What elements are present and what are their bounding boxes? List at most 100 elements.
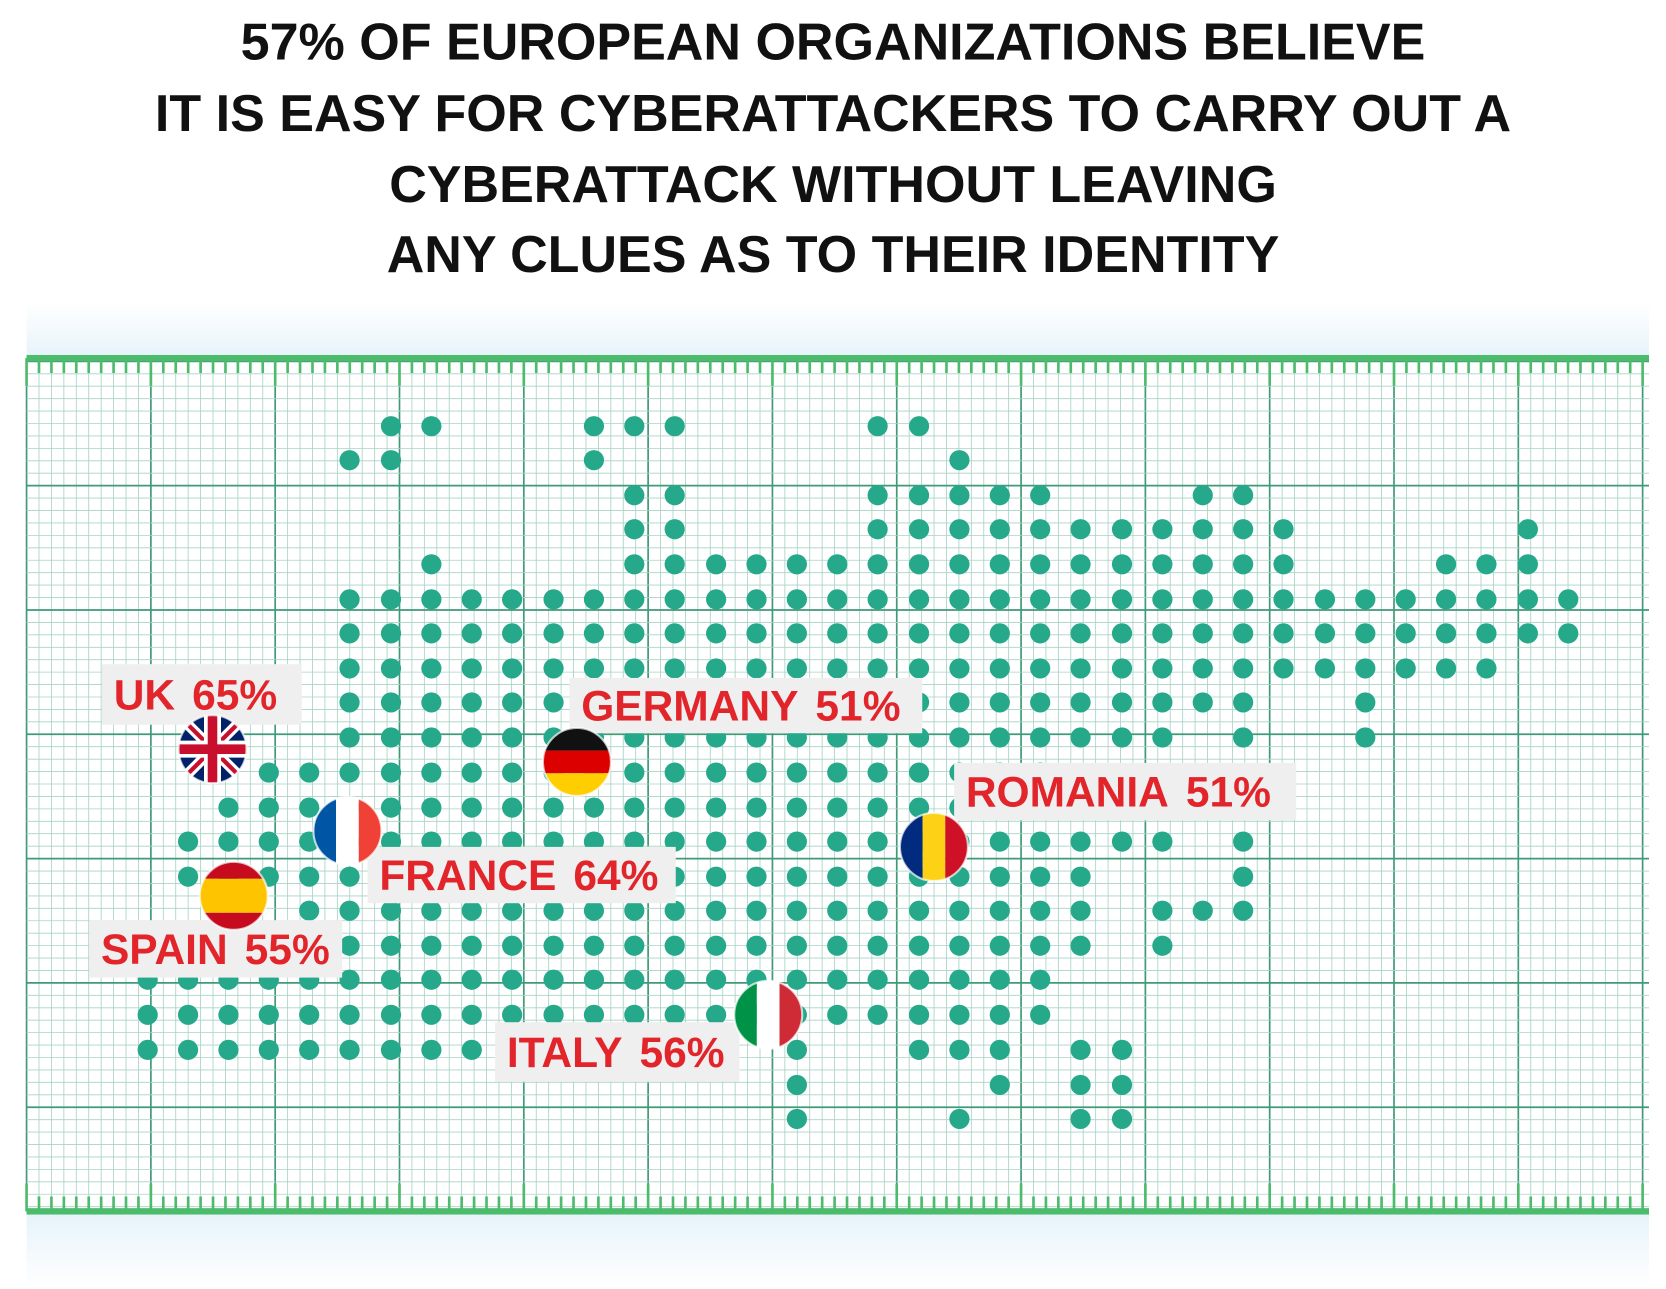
title-line: ANY CLUES AS TO THEIR IDENTITY	[387, 226, 1280, 284]
map-dot	[380, 623, 402, 644]
map-dot	[380, 1004, 402, 1025]
title-line: 57% OF EUROPEAN ORGANIZATIONS BELIEVE	[241, 14, 1426, 72]
map-dot	[502, 935, 523, 956]
map-dot	[339, 900, 360, 921]
map-dot	[867, 969, 888, 990]
map-dot	[380, 762, 402, 783]
map-dot	[827, 589, 848, 610]
map-dot	[1192, 519, 1213, 540]
map-dot	[786, 900, 807, 921]
country-percent: 55%	[245, 927, 330, 974]
map-dot	[461, 797, 482, 818]
map-dot	[380, 589, 402, 610]
map-dot	[746, 658, 767, 679]
map-dot	[1476, 589, 1497, 610]
map-dot	[1030, 1004, 1051, 1025]
map-dot	[1192, 589, 1213, 610]
map-dot	[949, 589, 970, 610]
map-dot	[461, 692, 482, 713]
map-dot	[380, 935, 402, 956]
country-percent: 65%	[192, 672, 277, 719]
map-dot	[624, 589, 645, 610]
map-dot	[1111, 831, 1133, 852]
map-dot	[786, 762, 807, 783]
map-dot	[583, 831, 605, 852]
flag-part	[922, 812, 946, 881]
map-dot	[421, 1004, 442, 1025]
map-dot	[583, 900, 605, 921]
map-dot	[989, 727, 1010, 748]
map-dot	[1273, 519, 1294, 540]
map-dot	[949, 1039, 970, 1060]
map-dot	[502, 969, 523, 990]
map-dot	[989, 623, 1010, 644]
country-label: GERMANY 51%	[581, 683, 900, 730]
map-dot	[1030, 727, 1051, 748]
map-dot	[827, 623, 848, 644]
border	[26, 1208, 1649, 1215]
map-dot	[827, 797, 848, 818]
map-dot	[664, 589, 685, 610]
map-dot	[908, 589, 930, 610]
map-dot	[1558, 623, 1579, 644]
map-dot	[746, 935, 767, 956]
map-dot	[706, 589, 727, 610]
map-dot	[827, 969, 848, 990]
map-dot	[908, 1004, 930, 1025]
map-dot	[624, 1004, 645, 1025]
map-dot	[421, 762, 442, 783]
map-dot	[624, 658, 645, 679]
map-dot	[1517, 519, 1538, 540]
map-dot	[867, 554, 888, 575]
map-dot	[380, 450, 402, 471]
map-dot	[949, 935, 970, 956]
map-dot	[299, 1004, 320, 1025]
map-dot	[908, 519, 930, 540]
map-dot	[867, 519, 888, 540]
map-dot	[339, 935, 360, 956]
country-percent: 64%	[573, 853, 658, 900]
map-dot	[1030, 969, 1051, 990]
map-dot	[1435, 554, 1457, 575]
map-dot	[1192, 623, 1213, 644]
label-box	[495, 1022, 740, 1082]
map-dot	[989, 866, 1010, 887]
map-dot	[867, 866, 888, 887]
map-dot	[867, 762, 888, 783]
map-dot	[1273, 623, 1294, 644]
flag-part	[199, 878, 268, 913]
map-dot	[461, 589, 482, 610]
map-dot	[989, 831, 1010, 852]
country-name: ROMANIA	[966, 770, 1169, 817]
map-dot	[543, 589, 564, 610]
map-dot	[1233, 866, 1254, 887]
map-dot	[1314, 623, 1336, 644]
map-dot	[867, 900, 888, 921]
map-dot	[1070, 1039, 1091, 1060]
map-dot	[339, 1004, 360, 1025]
map-dot	[1233, 589, 1254, 610]
fade-top	[26, 302, 1649, 359]
map-dot	[664, 1004, 685, 1025]
map-dot	[1030, 554, 1051, 575]
map-dot	[827, 935, 848, 956]
map-dot	[421, 935, 442, 956]
map-dot	[380, 797, 402, 818]
map-dot	[461, 831, 482, 852]
map-dot	[1435, 658, 1457, 679]
map-dot	[502, 1004, 523, 1025]
map-dot	[583, 658, 605, 679]
map-dot	[543, 935, 564, 956]
map-dot	[339, 589, 360, 610]
grid	[25, 354, 1649, 1215]
map-dot	[664, 900, 685, 921]
map-dot	[1517, 589, 1538, 610]
map-dot	[421, 416, 442, 437]
label-box	[367, 846, 676, 904]
country-label: ITALY 56%	[507, 1030, 725, 1077]
map-dot	[949, 900, 970, 921]
map-dot	[786, 866, 807, 887]
map-dot	[1111, 1108, 1133, 1129]
